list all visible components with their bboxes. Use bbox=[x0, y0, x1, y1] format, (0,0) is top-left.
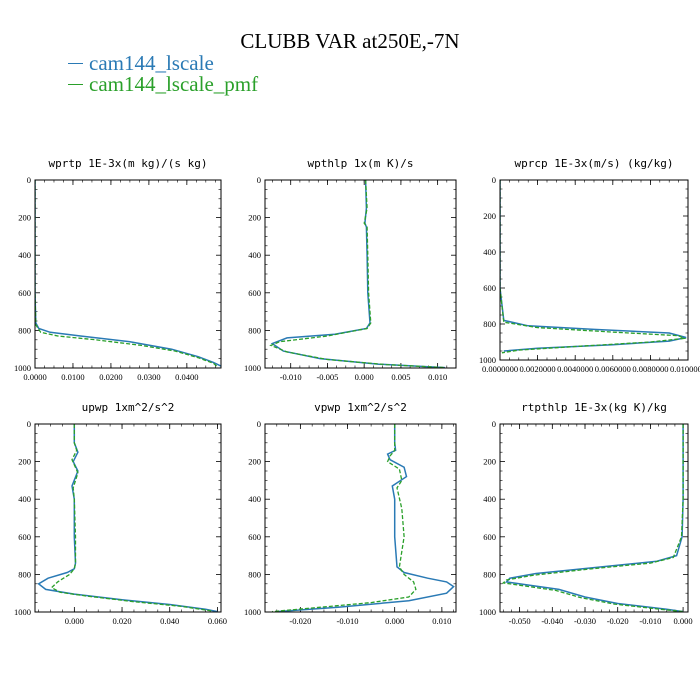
x-tick-label: 0.0060000 bbox=[595, 364, 631, 374]
panel-frame bbox=[499, 179, 689, 361]
y-tick-label: 200 bbox=[18, 457, 31, 467]
series-line-lscale bbox=[270, 180, 446, 368]
y-tick-label: 400 bbox=[483, 247, 496, 257]
x-tick-label: 0.0000000 bbox=[482, 364, 518, 374]
x-tick-label: 0.0300 bbox=[137, 372, 160, 382]
y-tick-label: 200 bbox=[483, 457, 496, 467]
y-tick-label: 0 bbox=[257, 419, 261, 429]
y-tick-label: 1000 bbox=[14, 607, 31, 617]
legend-entry-lscale-pmf: cam144_lscale_pmf bbox=[68, 74, 258, 95]
series-line-lscale bbox=[505, 424, 684, 612]
series-line-lscale bbox=[37, 424, 218, 612]
y-tick-label: 400 bbox=[483, 494, 496, 504]
x-tick-label: 0.005 bbox=[391, 372, 410, 382]
y-tick-label: 200 bbox=[18, 213, 31, 223]
x-tick-label: 0.0020000 bbox=[520, 364, 556, 374]
series-line-lscale-pmf bbox=[35, 180, 218, 367]
legend-label: cam144_lscale_pmf bbox=[89, 72, 259, 96]
y-tick-label: 600 bbox=[248, 288, 261, 298]
legend-entry-lscale: cam144_lscale bbox=[68, 53, 214, 74]
x-tick-label: 0.060 bbox=[208, 616, 227, 626]
x-tick-label: 0.020 bbox=[112, 616, 131, 626]
y-tick-label: 800 bbox=[248, 569, 261, 579]
x-tick-label: 0.000 bbox=[385, 616, 404, 626]
y-tick-label: 0 bbox=[27, 419, 31, 429]
y-tick-label: 1000 bbox=[479, 607, 496, 617]
series-line-lscale bbox=[35, 180, 221, 367]
y-tick-label: 200 bbox=[248, 213, 261, 223]
x-tick-label: 0.000 bbox=[674, 616, 693, 626]
x-tick-label: -0.005 bbox=[316, 372, 338, 382]
y-tick-label: 0 bbox=[492, 175, 496, 185]
x-tick-label: 0.0080000 bbox=[632, 364, 668, 374]
series-line-lscale-pmf bbox=[501, 424, 684, 612]
y-tick-label: 400 bbox=[18, 250, 31, 260]
y-tick-label: 400 bbox=[248, 494, 261, 504]
series-line-lscale-pmf bbox=[272, 424, 417, 612]
x-tick-label: -0.030 bbox=[574, 616, 596, 626]
panel-frame bbox=[264, 179, 457, 369]
y-tick-label: 1000 bbox=[479, 355, 496, 365]
series-line-lscale-pmf bbox=[269, 180, 446, 368]
series-line-lscale bbox=[500, 180, 687, 352]
panel-frame bbox=[499, 423, 689, 613]
x-tick-label: -0.020 bbox=[607, 616, 629, 626]
y-tick-label: 800 bbox=[483, 569, 496, 579]
panel-title: upwp 1xm^2/s^2 bbox=[82, 401, 175, 414]
y-tick-label: 1000 bbox=[244, 607, 261, 617]
x-tick-label: -0.050 bbox=[509, 616, 531, 626]
y-tick-label: 0 bbox=[257, 175, 261, 185]
x-tick-label: -0.020 bbox=[289, 616, 311, 626]
x-tick-label: 0.010 bbox=[428, 372, 447, 382]
y-tick-label: 800 bbox=[18, 325, 31, 335]
x-tick-label: 0.000 bbox=[65, 616, 84, 626]
panel-frame bbox=[34, 423, 222, 613]
series-line-lscale-pmf bbox=[50, 424, 213, 612]
series-line-lscale-pmf bbox=[500, 180, 687, 354]
legend-line-swatch bbox=[68, 62, 83, 64]
x-tick-label: 0.040 bbox=[160, 616, 179, 626]
y-tick-label: 600 bbox=[18, 532, 31, 542]
legend-label: cam144_lscale bbox=[89, 51, 214, 75]
y-tick-label: 400 bbox=[18, 494, 31, 504]
y-tick-label: 400 bbox=[248, 250, 261, 260]
panel-title: wprtp 1E-3x(m kg)/(s kg) bbox=[49, 157, 208, 170]
x-tick-label: 0.0100 bbox=[61, 372, 84, 382]
panel-frame bbox=[264, 423, 457, 613]
panel-title: vpwp 1xm^2/s^2 bbox=[314, 401, 407, 414]
y-tick-label: 200 bbox=[248, 457, 261, 467]
chart-title: CLUBB VAR at250E,-7N bbox=[240, 29, 460, 53]
x-tick-label: 0.000 bbox=[355, 372, 374, 382]
panel-title: wpthlp 1x(m K)/s bbox=[308, 157, 414, 170]
x-tick-label: 0.0200 bbox=[99, 372, 122, 382]
y-tick-label: 600 bbox=[248, 532, 261, 542]
y-tick-label: 600 bbox=[483, 532, 496, 542]
x-tick-label: -0.010 bbox=[337, 616, 359, 626]
x-tick-label: 0.0000 bbox=[23, 372, 46, 382]
x-tick-label: 0.010 bbox=[432, 616, 451, 626]
y-tick-label: 600 bbox=[18, 288, 31, 298]
y-tick-label: 800 bbox=[18, 569, 31, 579]
legend-line-swatch bbox=[68, 83, 83, 85]
y-tick-label: 0 bbox=[27, 175, 31, 185]
y-tick-label: 0 bbox=[492, 419, 496, 429]
x-tick-label: -0.040 bbox=[541, 616, 563, 626]
y-tick-label: 800 bbox=[248, 325, 261, 335]
x-tick-label: 0.0400 bbox=[175, 372, 198, 382]
panel-frame bbox=[34, 179, 222, 369]
panel-title: rtpthlp 1E-3x(kg K)/kg bbox=[521, 401, 667, 414]
x-tick-label: 0.0100000 bbox=[670, 364, 700, 374]
x-tick-label: -0.010 bbox=[639, 616, 661, 626]
series-line-lscale bbox=[276, 424, 455, 612]
x-tick-label: 0.0040000 bbox=[557, 364, 593, 374]
y-tick-label: 1000 bbox=[14, 363, 31, 373]
x-tick-label: -0.010 bbox=[280, 372, 302, 382]
y-tick-label: 800 bbox=[483, 319, 496, 329]
panel-title: wprcp 1E-3x(m/s) (kg/kg) bbox=[515, 157, 674, 170]
y-tick-label: 600 bbox=[483, 283, 496, 293]
y-tick-label: 200 bbox=[483, 211, 496, 221]
y-tick-label: 1000 bbox=[244, 363, 261, 373]
